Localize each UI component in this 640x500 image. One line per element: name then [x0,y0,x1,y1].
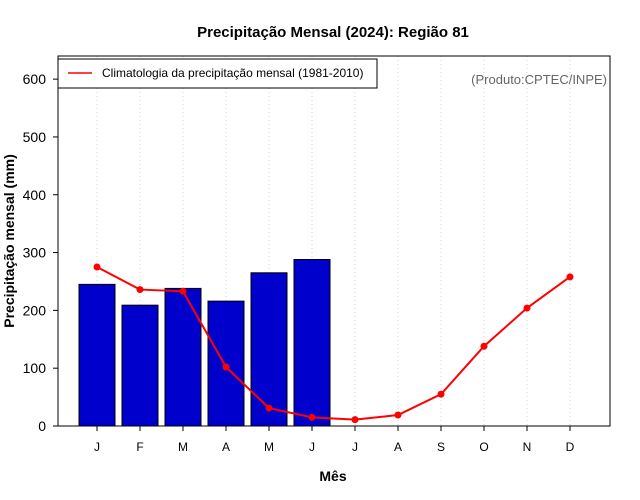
legend-label-climatology: Climatologia da precipitação mensal (198… [102,66,363,80]
x-tick-label: F [136,440,143,454]
y-tick-label: 500 [23,129,47,145]
y-tick-label: 200 [23,302,47,318]
climatology-point [566,273,574,281]
x-tick-label: M [178,440,188,454]
x-tick-label: N [523,440,532,454]
climatology-point [308,413,316,421]
chart-title: Precipitação Mensal (2024): Região 81 [197,24,469,41]
product-credit: (Produto:CPTEC/INPE) [471,72,607,87]
climatology-point [437,390,445,398]
x-tick-label: D [566,440,575,454]
bar [293,259,331,427]
x-tick-label: A [394,440,402,454]
climatology-point [265,404,273,412]
x-tick-label: J [309,440,315,454]
y-tick-label: 100 [23,360,47,376]
climatology-point [179,287,187,295]
x-tick-label: M [264,440,274,454]
climatology-point [136,286,144,294]
x-tick-label: S [437,440,445,454]
x-tick-label: J [352,440,358,454]
climatology-point [93,263,101,271]
y-tick-label: 400 [23,187,47,203]
x-axis-label: Mês [319,468,346,484]
y-tick-label: 600 [23,71,47,87]
bar [78,283,116,427]
y-axis-label: Precipitação mensal (mm) [1,154,17,328]
plot-frame [57,55,611,427]
legend: Climatologia da precipitação mensal (198… [57,58,378,89]
bar [121,304,159,427]
y-axis: 0 100 200 300 400 500 600 [23,71,58,434]
x-tick-label: J [94,440,100,454]
bar [164,287,202,427]
bar-series [78,259,331,427]
y-tick-label: 300 [23,245,47,261]
legend-box [57,58,378,89]
climatology-point [480,342,488,350]
climatology-point [394,411,402,419]
climatology-point [351,416,359,424]
bar [250,272,288,427]
climatology-point [222,363,230,371]
climatology-point [523,304,531,312]
y-tick-label: 0 [38,418,46,434]
climatology-line [96,266,571,421]
line-series [93,263,574,424]
x-tick-label: A [222,440,230,454]
x-tick-label: O [479,440,488,454]
